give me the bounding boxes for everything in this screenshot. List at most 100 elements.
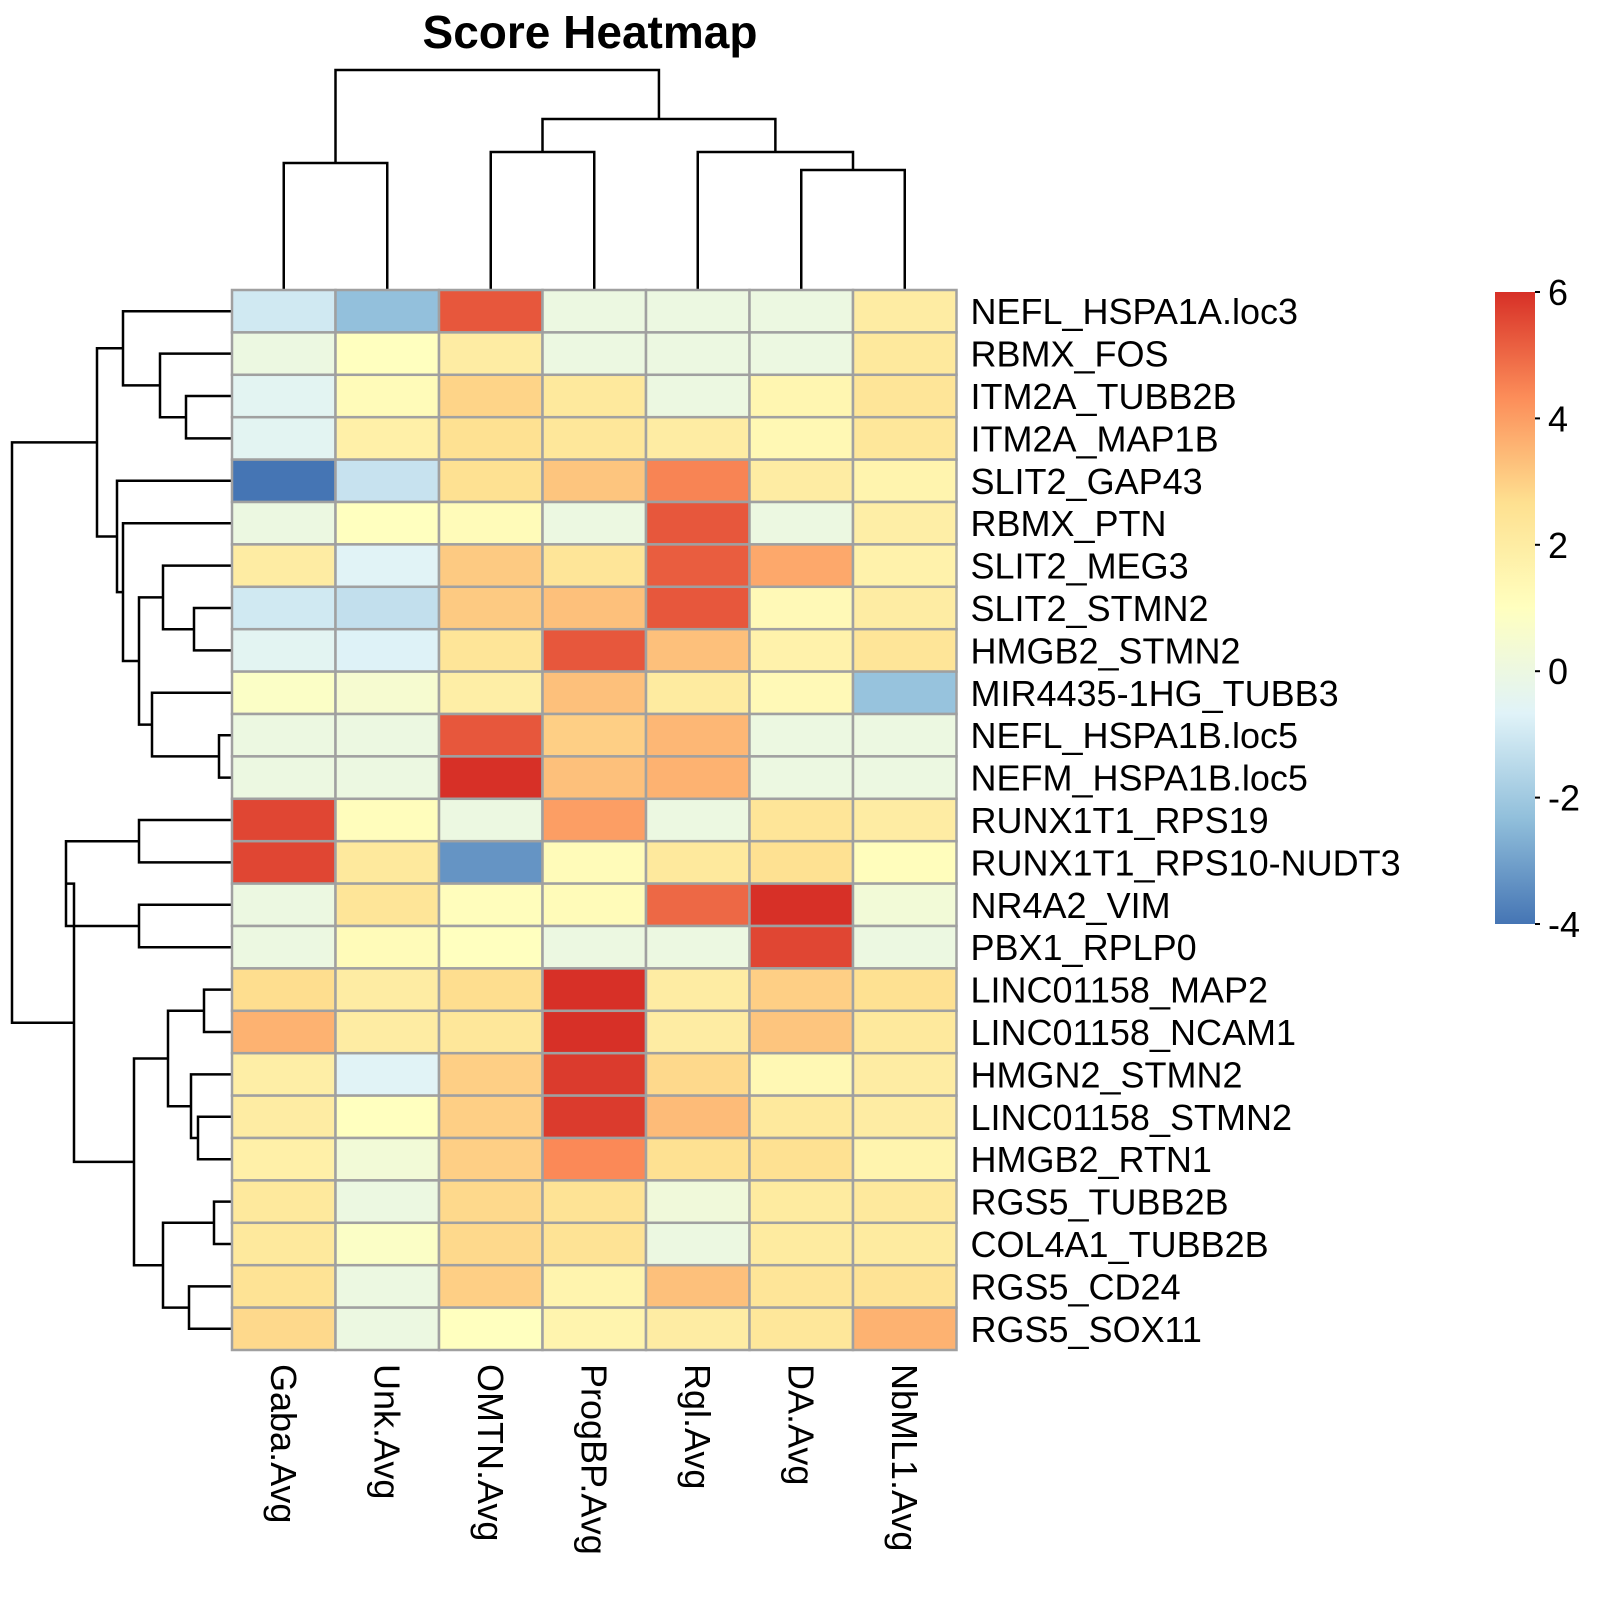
heatmap-cells [230,288,958,1352]
column-label: Unk.Avg [366,1364,407,1499]
row-label: ITM2A_TUBB2B [971,376,1237,417]
heatmap-cell [851,670,958,716]
row-dendrogram-branch [121,309,232,387]
row-label: RGS5_SOX11 [971,1309,1202,1350]
heatmap-cell [334,585,441,631]
heatmap-cell [748,924,855,970]
heatmap-cell [334,1009,441,1055]
heatmap-cell [437,585,544,631]
heatmap-cell [437,627,544,673]
column-dendrogram-branch [489,150,596,290]
heatmap-cell [644,670,751,716]
column-dendrogram-branch [334,68,661,163]
row-dendrogram [10,309,232,1331]
heatmap-cell [851,1136,958,1182]
heatmap-cell [230,1179,337,1225]
heatmap-cell [541,882,648,928]
heatmap-cell [541,670,648,716]
heatmap-cell [437,755,544,801]
heatmap-cell [437,1221,544,1267]
row-label: PBX1_RPLP0 [971,927,1197,968]
heatmap-cell [334,924,441,970]
heatmap-cell [644,1306,751,1352]
row-label: LINC01158_NCAM1 [971,1012,1297,1053]
column-labels: Gaba.Avg Unk.Avg OMTN.Avg ProgBP.Avg Rgl.Avg… [263,1364,925,1555]
heatmap-cell [644,627,751,673]
heatmap-cell [851,797,958,843]
heatmap-cell [541,839,648,885]
heatmap-cell [334,1221,441,1267]
row-label: NR4A2_VIM [971,885,1171,926]
heatmap-cell [748,1306,855,1352]
heatmap-cell [437,1263,544,1309]
heatmap-cell [334,1051,441,1097]
heatmap-cell [437,1094,544,1140]
heatmap-cell [230,924,337,970]
heatmap-cell [334,1136,441,1182]
heatmap-cell [334,712,441,758]
heatmap-cell [644,1221,751,1267]
row-label: NEFL_HSPA1B.loc5 [971,715,1298,756]
heatmap-cell [851,1094,958,1140]
row-label: SLIT2_STMN2 [971,588,1209,629]
row-dendrogram-branch [95,347,123,538]
heatmap-cell [541,755,648,801]
heatmap-cell [644,458,751,504]
heatmap-cell [230,543,337,589]
heatmap-cell [230,1306,337,1352]
heatmap-cell [334,1306,441,1352]
heatmap-cell [541,1221,648,1267]
heatmap-cell [334,797,441,843]
heatmap-cell [230,1263,337,1309]
color-legend: 6 4 2 0 -2 -4 [1495,272,1580,945]
row-label: SLIT2_MEG3 [971,546,1189,587]
legend-tick-label: 0 [1548,651,1568,692]
legend-color-bar [1495,292,1535,924]
heatmap-cell [851,415,958,461]
row-dendrogram-branch [217,733,232,779]
heatmap-cell [851,1009,958,1055]
row-dendrogram-branch [64,839,139,928]
heatmap-cell [334,1263,441,1309]
heatmap-cell [437,1051,544,1097]
heatmap-cell [437,1136,544,1182]
column-label: NbML1.Avg [884,1364,925,1551]
heatmap-cell [644,585,751,631]
heatmap-cell [541,585,648,631]
row-dendrogram-branch [137,818,232,864]
heatmap-cell [748,1051,855,1097]
heatmap-cell [230,585,337,631]
heatmap-cell [644,967,751,1013]
heatmap-cell [851,924,958,970]
heatmap-cell [437,967,544,1013]
heatmap-cell [644,288,751,334]
heatmap-cell [230,755,337,801]
heatmap-cell [230,1009,337,1055]
heatmap-cell [851,458,958,504]
heatmap-cell [541,797,648,843]
heatmap-cell [851,1263,958,1309]
row-label: LINC01158_MAP2 [971,970,1269,1011]
heatmap-cell [437,415,544,461]
heatmap-cell [334,755,441,801]
column-dendrogram-branch [696,150,855,290]
heatmap-cell [748,882,855,928]
row-dendrogram-branch [202,988,232,1034]
heatmap-cell [748,797,855,843]
heatmap-cell [851,543,958,589]
heatmap-cell [851,1221,958,1267]
row-label: HMGN2_STMN2 [971,1054,1243,1095]
row-dendrogram-branch [184,394,232,440]
heatmap-cell [644,882,751,928]
heatmap-cell [437,670,544,716]
heatmap-cell [334,627,441,673]
heatmap-cell [851,627,958,673]
heatmap-cell [230,967,337,1013]
row-label: NEFM_HSPA1B.loc5 [971,758,1308,799]
heatmap-cell [644,1179,751,1225]
heatmap-cell [851,839,958,885]
heatmap-cell [541,967,648,1013]
heatmap-cell [644,1094,751,1140]
legend-tick-label: 4 [1548,398,1568,439]
